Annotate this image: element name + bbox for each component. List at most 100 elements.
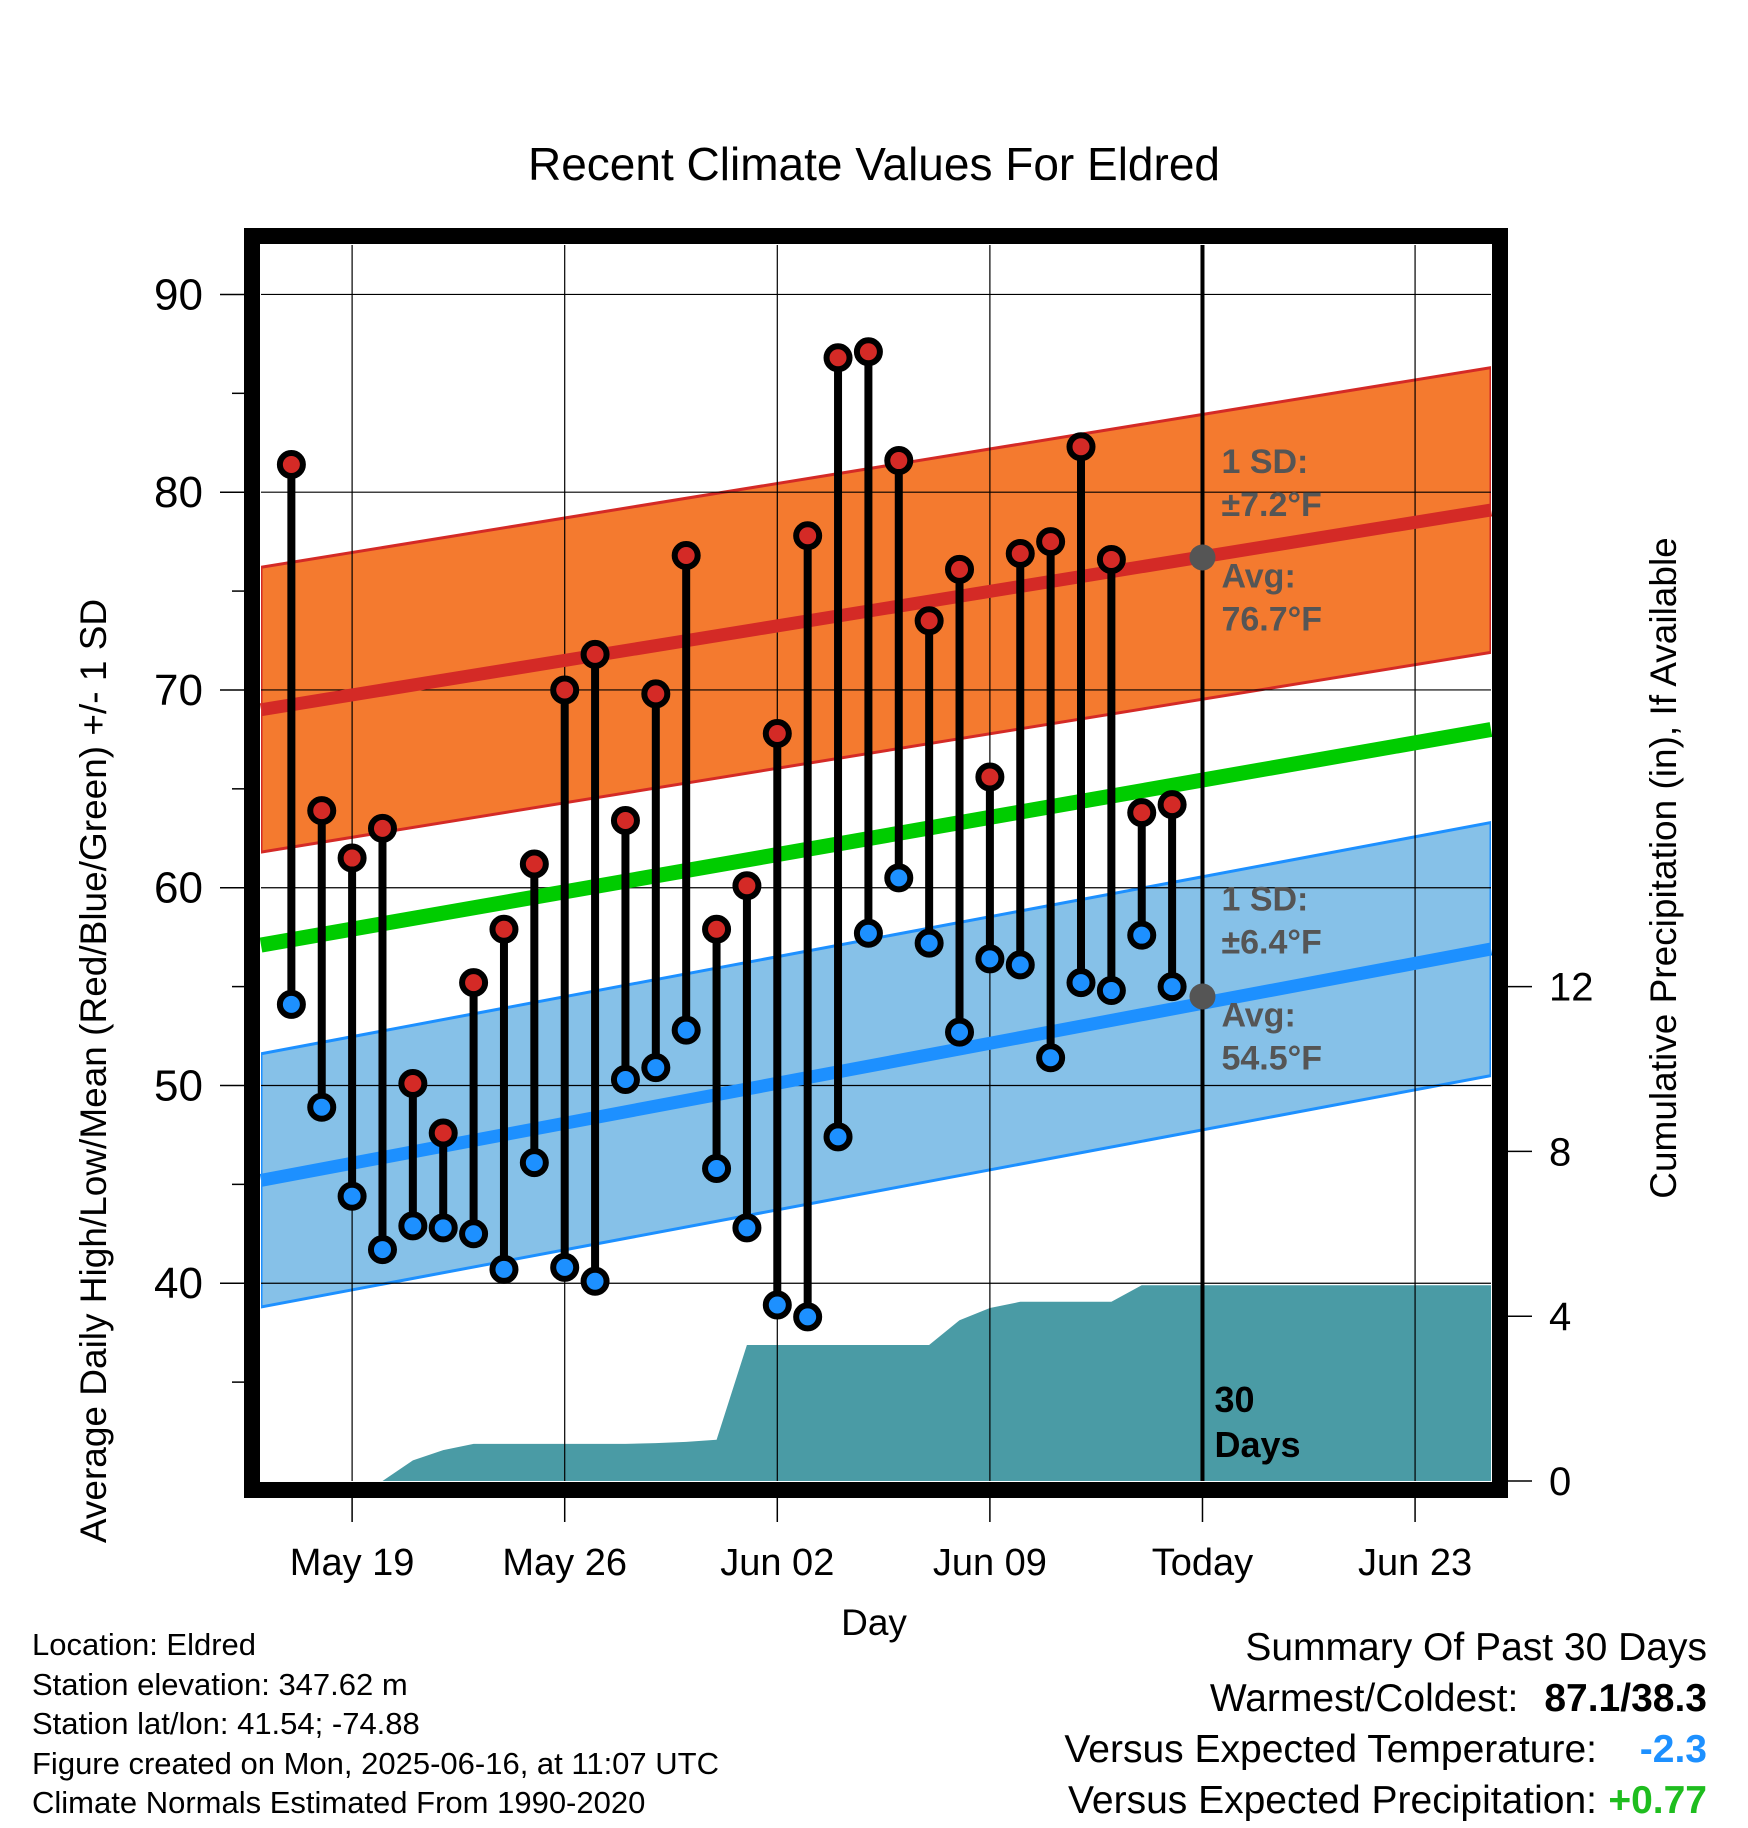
mean-normal-line — [259, 722, 1493, 953]
high-point — [732, 871, 762, 901]
y-axis-label: Average Daily High/Low/Mean (Red/Blue/Gr… — [73, 599, 114, 1543]
summary-precip: Versus Expected Precipitation: +0.77 — [1064, 1775, 1707, 1826]
high-sd-label: 1 SD: — [1221, 443, 1308, 481]
high-point — [1096, 544, 1126, 574]
y2-tick-label-8: 8 — [1549, 1130, 1571, 1174]
chart-title: Recent Climate Values For Eldred — [528, 138, 1220, 190]
high-point — [610, 805, 640, 835]
low-point — [580, 1266, 610, 1296]
low-point — [641, 1053, 671, 1083]
high-point — [853, 337, 883, 367]
low-point — [1036, 1043, 1066, 1073]
high-point — [1127, 798, 1157, 828]
low-avg-label: Avg: — [1221, 996, 1295, 1034]
days-label-line-1: Days — [1214, 1424, 1300, 1465]
high-normal-line — [259, 503, 1493, 717]
high-point — [398, 1069, 428, 1099]
high-point — [884, 446, 914, 476]
station-info: Location: Eldred Station elevation: 347.… — [32, 1625, 719, 1823]
high-point — [1157, 790, 1187, 820]
high-point — [793, 521, 823, 551]
y2-tick-label-0: 0 — [1549, 1460, 1571, 1504]
high-point — [702, 914, 732, 944]
y-tick-label-90: 90 — [154, 270, 203, 319]
high-avg-label: Avg: — [1221, 557, 1295, 595]
info-elevation: Station elevation: 347.62 m — [32, 1666, 408, 1702]
low-point — [732, 1213, 762, 1243]
precip-area — [382, 1285, 1491, 1481]
low-point — [489, 1254, 519, 1284]
low-avg-marker — [1189, 983, 1216, 1010]
high-point — [823, 343, 853, 373]
high-point — [307, 796, 337, 826]
high-point — [367, 813, 397, 843]
low-point — [884, 863, 914, 893]
low-point — [1127, 920, 1157, 950]
info-created: Figure created on Mon, 2025-06-16, at 11… — [32, 1745, 719, 1781]
low-point — [459, 1219, 489, 1249]
low-sd-label: 1 SD: — [1221, 880, 1308, 918]
days-label-line-0: 30 — [1214, 1379, 1254, 1420]
low-point — [519, 1148, 549, 1178]
low-point — [367, 1235, 397, 1265]
y-tick-label-70: 70 — [154, 666, 203, 715]
low-point — [398, 1211, 428, 1241]
low-avg-value: 54.5°F — [1221, 1039, 1322, 1077]
high-point — [1036, 527, 1066, 557]
y-tick-label-50: 50 — [154, 1061, 203, 1110]
low-point — [702, 1154, 732, 1184]
low-point — [610, 1065, 640, 1095]
plot-area: 1 SD: ±7.2°F Avg: 76.7°F 1 SD: ±6.4°F Avg: 54.5… — [154, 228, 1594, 1584]
high-point — [945, 554, 975, 584]
high-point — [337, 843, 367, 873]
warmest-coldest-label: Warmest/Coldest: — [1209, 1677, 1519, 1720]
x-tick-label-2: Jun 02 — [720, 1542, 834, 1584]
x-tick-label-5: Jun 23 — [1358, 1542, 1472, 1584]
low-point — [550, 1252, 580, 1282]
info-normals: Climate Normals Estimated From 1990-2020 — [32, 1785, 646, 1820]
low-point — [276, 989, 306, 1019]
summary-panel: Summary Of Past 30 Days Warmest/Coldest:… — [1064, 1622, 1707, 1826]
high-point — [580, 639, 610, 669]
low-point — [671, 1015, 701, 1045]
x-tick-label-4: Today — [1152, 1542, 1253, 1584]
high-point — [519, 849, 549, 879]
y-tick-label-80: 80 — [154, 468, 203, 517]
low-sd-value: ±6.4°F — [1221, 923, 1321, 961]
high-point — [489, 914, 519, 944]
high-point — [459, 968, 489, 998]
low-point — [853, 918, 883, 948]
high-point — [641, 679, 671, 709]
low-point — [1096, 976, 1126, 1006]
summary-warmest-coldest: Warmest/Coldest: 87.1/38.3 — [1064, 1673, 1707, 1724]
info-latlon: Station lat/lon: 41.54; -74.88 — [32, 1706, 420, 1741]
high-point — [1005, 539, 1035, 569]
x-tick-label-0: May 19 — [290, 1542, 415, 1584]
low-point — [337, 1181, 367, 1211]
high-point — [975, 762, 1005, 792]
low-normal-line — [259, 942, 1493, 1187]
low-point — [1066, 968, 1096, 998]
high-avg-marker — [1189, 544, 1216, 571]
high-point — [762, 718, 792, 748]
high-point — [276, 450, 306, 480]
low-point — [823, 1122, 853, 1152]
low-point — [945, 1017, 975, 1047]
x-tick-label-3: Jun 09 — [933, 1542, 1047, 1584]
low-point — [1157, 972, 1187, 1002]
low-point — [428, 1213, 458, 1243]
high-point — [671, 540, 701, 570]
low-point — [762, 1290, 792, 1320]
y2-tick-label-12: 12 — [1549, 966, 1594, 1010]
x-tick-label-1: May 26 — [502, 1542, 627, 1584]
precip-value: +0.77 — [1608, 1779, 1707, 1822]
high-point — [550, 675, 580, 705]
precip-label: Versus Expected Precipitation: — [1068, 1779, 1597, 1822]
y-tick-label-60: 60 — [154, 864, 203, 913]
high-sd-value: ±7.2°F — [1221, 486, 1321, 524]
high-avg-value: 76.7°F — [1221, 600, 1322, 638]
y-tick-label-40: 40 — [154, 1259, 203, 1308]
low-point — [793, 1302, 823, 1332]
low-point — [975, 944, 1005, 974]
